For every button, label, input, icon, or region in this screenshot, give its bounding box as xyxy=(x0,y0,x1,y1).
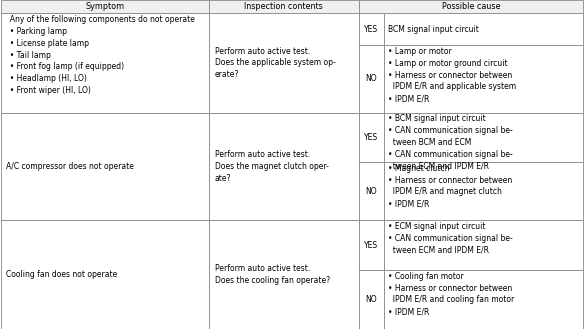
Bar xyxy=(384,113,583,162)
Bar xyxy=(1,220,209,329)
Text: NO: NO xyxy=(366,74,377,84)
Bar xyxy=(384,162,583,220)
Text: • Lamp or motor
• Lamp or motor ground circuit
• Harness or connector between
  : • Lamp or motor • Lamp or motor ground c… xyxy=(388,47,516,103)
Text: • ECM signal input circuit
• CAN communication signal be-
  tween ECM and IPDM E: • ECM signal input circuit • CAN communi… xyxy=(388,222,513,255)
Bar xyxy=(359,270,384,329)
Text: Any of the following components do not operate
  • Parking lamp
  • License plat: Any of the following components do not o… xyxy=(5,15,195,95)
Bar xyxy=(359,220,384,270)
Bar xyxy=(384,13,583,45)
Bar xyxy=(209,113,359,220)
Text: Possible cause: Possible cause xyxy=(442,2,500,11)
Text: YES: YES xyxy=(364,133,378,142)
Bar xyxy=(384,270,583,329)
Text: NO: NO xyxy=(366,187,377,196)
Bar xyxy=(1,113,209,220)
Text: YES: YES xyxy=(364,241,378,250)
Text: Perform auto active test.
Does the cooling fan operate?: Perform auto active test. Does the cooli… xyxy=(215,264,330,285)
Bar xyxy=(209,13,359,113)
Bar xyxy=(384,220,583,270)
Bar xyxy=(384,45,583,113)
Text: Perform auto active test.
Does the applicable system op-
erate?: Perform auto active test. Does the appli… xyxy=(215,46,336,79)
Text: Inspection contents: Inspection contents xyxy=(245,2,323,11)
Text: • Cooling fan motor
• Harness or connector between
  IPDM E/R and cooling fan mo: • Cooling fan motor • Harness or connect… xyxy=(388,272,514,316)
Bar xyxy=(359,0,583,13)
Text: YES: YES xyxy=(364,25,378,34)
Bar xyxy=(359,45,384,113)
Bar xyxy=(1,0,209,13)
Bar xyxy=(209,220,359,329)
Text: • Magnet clutch
• Harness or connector between
  IPDM E/R and magnet clutch
• IP: • Magnet clutch • Harness or connector b… xyxy=(388,164,512,208)
Text: BCM signal input circuit: BCM signal input circuit xyxy=(388,25,479,34)
Bar xyxy=(359,162,384,220)
Text: Symptom: Symptom xyxy=(85,2,124,11)
Bar xyxy=(209,0,359,13)
Text: NO: NO xyxy=(366,295,377,304)
Bar xyxy=(359,13,384,45)
Bar xyxy=(359,113,384,162)
Bar xyxy=(1,13,209,113)
Text: Cooling fan does not operate: Cooling fan does not operate xyxy=(6,270,117,279)
Text: Perform auto active test.
Does the magnet clutch oper-
ate?: Perform auto active test. Does the magne… xyxy=(215,150,329,183)
Text: A/C compressor does not operate: A/C compressor does not operate xyxy=(6,162,134,171)
Text: • BCM signal input circuit
• CAN communication signal be-
  tween BCM and ECM
• : • BCM signal input circuit • CAN communi… xyxy=(388,114,513,170)
